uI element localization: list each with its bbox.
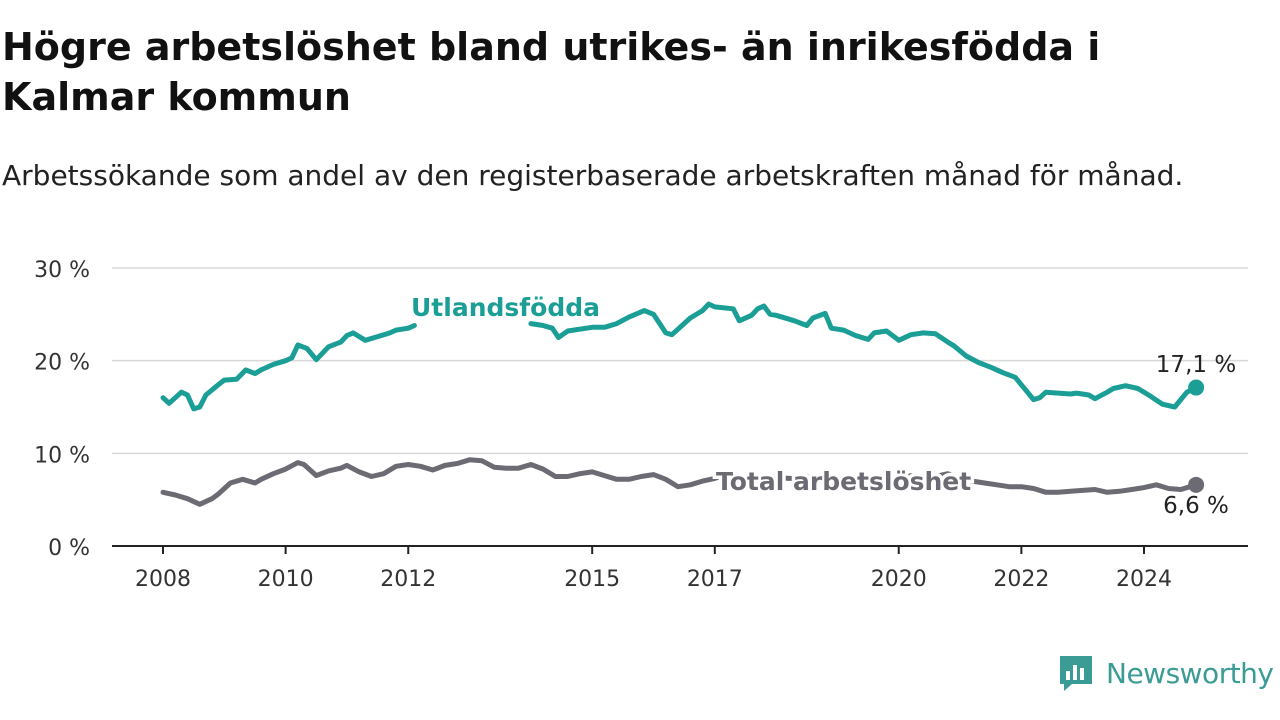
x-tick-label: 2010 xyxy=(258,567,314,592)
x-tick-label: 2022 xyxy=(993,567,1049,592)
series-label-utlandsfodda: Utlandsfödda xyxy=(411,293,600,322)
end-value-label: 6,6 % xyxy=(1163,493,1229,519)
x-tick-label: 2020 xyxy=(871,567,927,592)
series-line-total xyxy=(160,457,1199,507)
brand-name: Newsworthy xyxy=(1106,656,1274,690)
series-label-total: Total arbetslöshet xyxy=(716,467,971,496)
end-value-label: 17,1 % xyxy=(1156,352,1236,378)
x-tick-label: 2024 xyxy=(1116,567,1172,592)
gridlines xyxy=(112,267,1248,455)
series-end-point xyxy=(1188,476,1205,493)
x-tick-label: 2012 xyxy=(380,567,436,592)
axes: 0 % 10 % 20 % 30 % 2008 2010 2012 2015 2017 2020 2… xyxy=(34,258,1248,592)
chart-subtitle: Arbetssökande som andel av den registerb… xyxy=(2,159,1184,192)
series-line-utlandsfodda xyxy=(160,301,1199,412)
y-tick-label: 0 % xyxy=(48,536,90,561)
x-tick-label: 2008 xyxy=(135,567,191,592)
newsworthy-chart-logo-icon xyxy=(1060,656,1092,691)
x-tick-label: 2015 xyxy=(564,567,620,592)
series-labels: Utlandsfödda Total arbetslöshet 17,1 % 6,6 … xyxy=(408,290,1236,519)
x-tick-label: 2017 xyxy=(687,567,743,592)
chart-title: Högre arbetslöshet bland utrikes- än inr… xyxy=(2,25,1101,119)
y-tick-label: 20 % xyxy=(34,351,90,376)
y-tick-label: 10 % xyxy=(34,443,90,468)
newsworthy-brand: Newsworthy xyxy=(1058,652,1280,694)
series-end-point xyxy=(1188,379,1205,396)
series-lines xyxy=(160,301,1205,507)
y-tick-label: 30 % xyxy=(34,258,90,283)
